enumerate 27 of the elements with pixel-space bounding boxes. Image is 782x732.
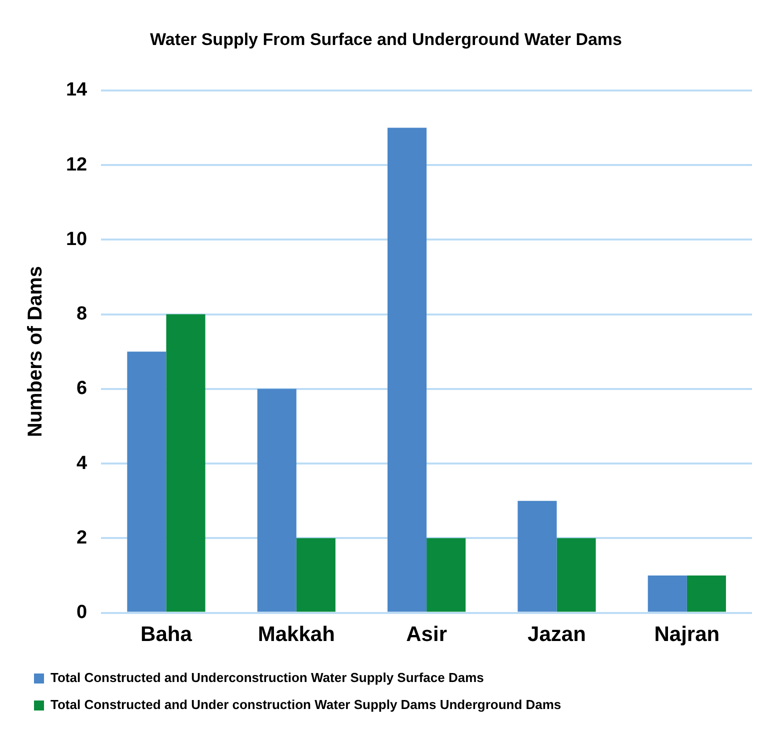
- bar: [518, 500, 557, 612]
- bar: [127, 352, 166, 612]
- x-tick-label: Makkah: [258, 623, 335, 646]
- y-tick-label: 6: [76, 378, 88, 400]
- chart-title: Water Supply From Surface and Underground Water Dams: [150, 30, 622, 49]
- bar: [257, 388, 296, 612]
- x-tick-label: Baha: [140, 623, 192, 646]
- bar: [388, 128, 427, 612]
- y-tick-label: 2: [76, 527, 88, 548]
- y-tick-label: 12: [66, 154, 88, 176]
- bar: [686, 575, 726, 612]
- bar: [426, 538, 466, 612]
- y-axis-title: Numbers of Dams: [24, 266, 47, 438]
- bar: [296, 538, 336, 612]
- legend-label: Total Constructed and Under construction Water Supply Dams Underground Dams: [50, 697, 562, 712]
- y-tick-label: 4: [76, 452, 88, 474]
- y-tick-label: 14: [66, 80, 88, 101]
- legend-label: Total Constructed and Underconstruction Water Supply Surface Dams: [50, 670, 484, 686]
- x-tick-label: Jazan: [528, 623, 586, 646]
- bar: [556, 538, 596, 612]
- x-tick-label: Asir: [406, 623, 447, 646]
- x-tick-label: Najran: [654, 623, 720, 646]
- y-tick-label: 8: [76, 304, 88, 325]
- y-tick-label: 10: [66, 228, 88, 250]
- bar: [166, 314, 206, 612]
- bar: [648, 575, 687, 612]
- y-tick-label: 0: [76, 602, 88, 624]
